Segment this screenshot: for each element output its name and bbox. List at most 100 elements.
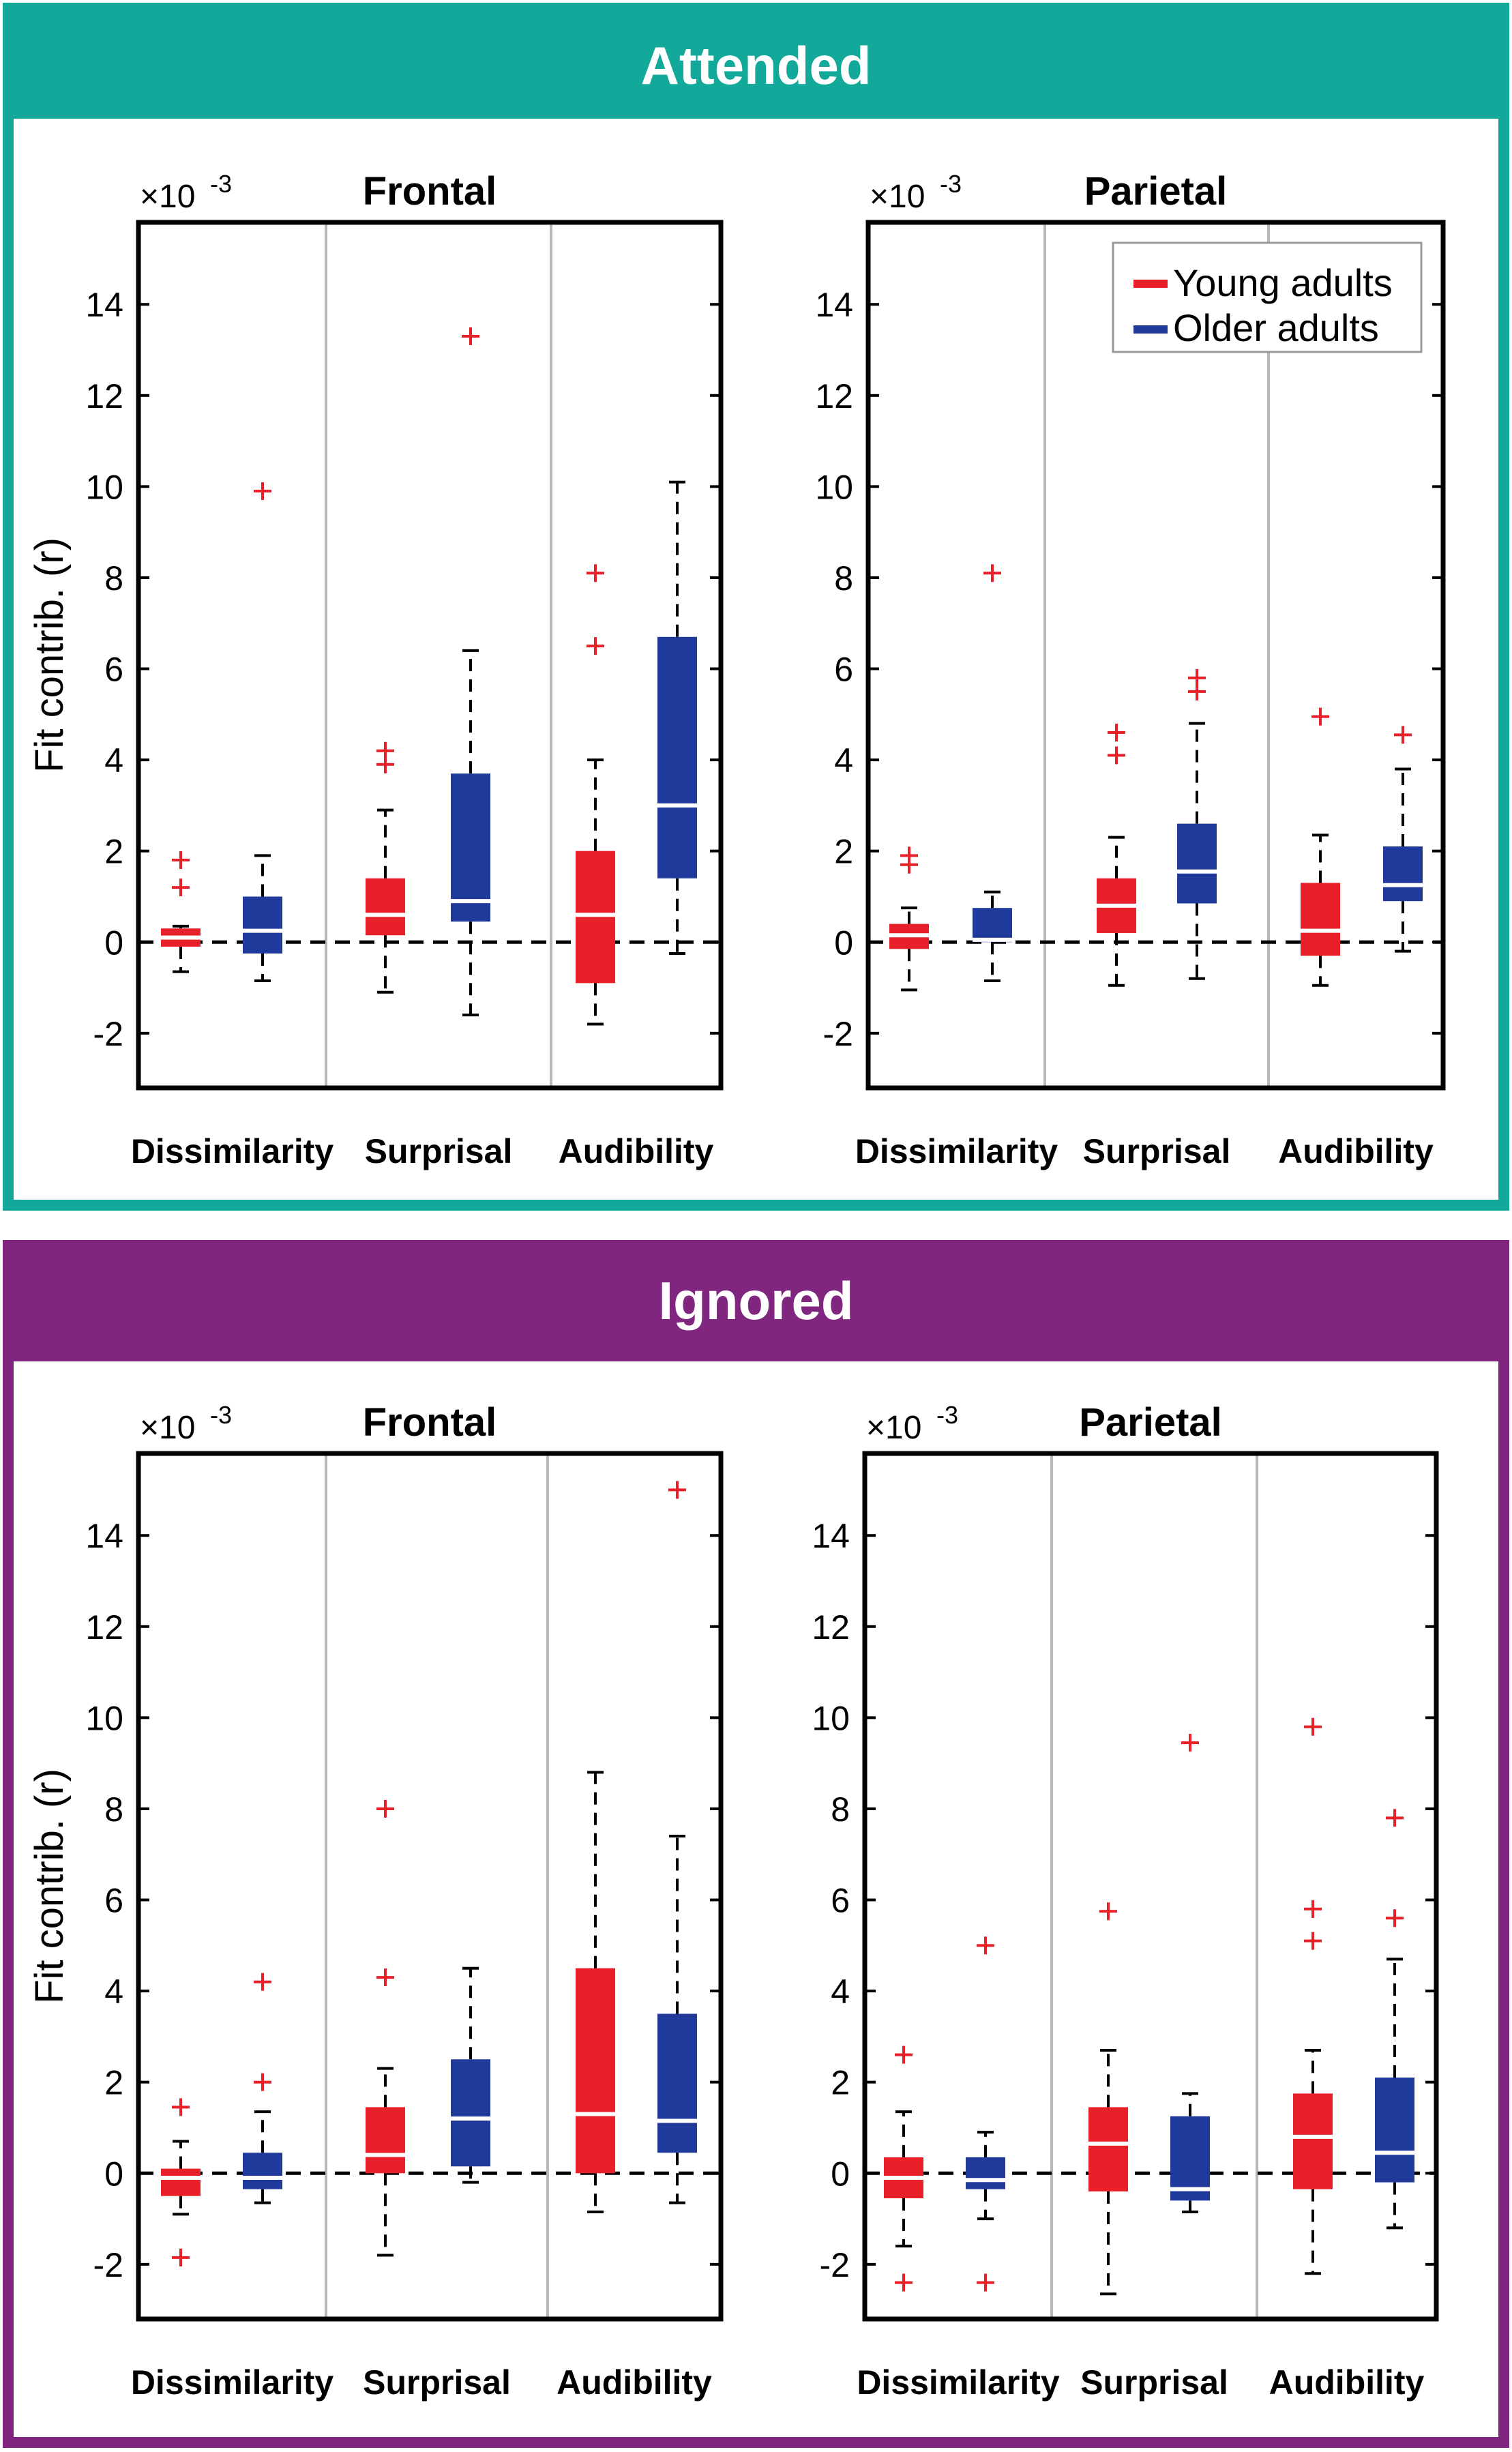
y-tick-label: 0 — [834, 924, 853, 962]
y-tick-label: 0 — [104, 924, 123, 962]
chart-ignored-parietal: -2 0 2 4 6 8 10 12 14 Parietal ×10 -3 Dissimilarity S… — [812, 1400, 1439, 2402]
chart-attended-parietal: -2 0 2 4 6 8 10 12 14 Parietal ×10 -3 Dissimilarity S… — [815, 169, 1446, 1170]
box-body — [1170, 2116, 1210, 2201]
box-older-dissimilarity — [973, 564, 1012, 983]
outlier-marker — [376, 741, 394, 760]
box-older-audibility — [1375, 1809, 1414, 2230]
y-tick-label: 2 — [104, 2064, 123, 2102]
y-axis-label: Fit contrib. (r) — [27, 537, 72, 773]
y-tick-label: 6 — [104, 651, 123, 689]
attended-panel: Attended — [3, 3, 1509, 1211]
outlier-marker — [1099, 1902, 1117, 1921]
axis-multiplier: ×10 — [866, 1410, 921, 1446]
outlier-marker — [1108, 746, 1125, 765]
category-label: Surprisal — [363, 2363, 511, 2402]
y-axis-label: Fit contrib. (r) — [27, 1769, 72, 2004]
y-tick-label: 6 — [834, 651, 853, 689]
y-tick-label: -2 — [820, 2246, 850, 2284]
box-body — [161, 2168, 201, 2196]
y-tick-label: 4 — [104, 741, 123, 780]
axis-multiplier: ×10 — [870, 179, 925, 215]
chart-attended-frontal: -2 0 2 4 6 8 10 12 14 Frontal ×10 -3 Dissimilarity Su… — [27, 169, 724, 1170]
box-body — [966, 2157, 1005, 2189]
chart-title: Parietal — [1084, 169, 1228, 213]
axis-exponent: -3 — [936, 1401, 958, 1429]
box-older-audibility — [657, 1481, 697, 2204]
box-body — [1177, 823, 1217, 904]
chart-ignored-frontal: -2 0 2 4 6 8 10 12 14 Frontal ×10 -3 Dissimilarity Su… — [27, 1400, 724, 2402]
y-tick-label: 8 — [831, 1790, 850, 1829]
category-label: Audibility — [559, 1132, 714, 1170]
y-tick-label: 8 — [104, 1790, 123, 1829]
outlier-marker — [172, 2098, 190, 2116]
category-label: Dissimilarity — [855, 1132, 1058, 1170]
box-body — [451, 773, 490, 922]
box-young-surprisal — [366, 1799, 405, 2257]
y-tick-label: 4 — [834, 741, 853, 780]
plot-area — [138, 222, 721, 1088]
outlier-marker — [172, 878, 190, 897]
outlier-marker — [983, 564, 1001, 582]
box-body — [243, 896, 282, 954]
attended-title: Attended — [640, 35, 872, 95]
outlier-marker — [1181, 1734, 1199, 1752]
box-body — [1383, 846, 1423, 902]
outlier-marker — [172, 2248, 190, 2266]
chart-title: Parietal — [1079, 1400, 1222, 1445]
box-older-surprisal — [451, 1966, 490, 2184]
category-label: Dissimilarity — [131, 2363, 334, 2402]
box-body — [451, 2059, 490, 2167]
plot-frame — [136, 220, 724, 1091]
y-tick-label: 0 — [831, 2155, 850, 2193]
axis-exponent: -3 — [940, 170, 962, 198]
chart-title: Frontal — [363, 1400, 497, 1445]
box-older-audibility — [657, 480, 697, 955]
axis-multiplier: ×10 — [140, 179, 195, 215]
box-body — [576, 1968, 615, 2174]
box-older-surprisal — [1170, 1734, 1210, 2214]
category-label: Audibility — [557, 2363, 712, 2402]
outlier-marker — [1386, 1809, 1404, 1827]
box-older-surprisal — [1177, 668, 1217, 980]
outlier-marker — [977, 1936, 994, 1955]
outlier-marker — [977, 2273, 994, 2292]
y-tick-label: -2 — [93, 1015, 123, 1053]
ignored-title: Ignored — [658, 1271, 854, 1331]
y-tick-label: 14 — [85, 286, 123, 324]
outlier-marker — [1304, 1932, 1322, 1950]
outlier-marker — [462, 327, 479, 345]
attended-header: Attended — [3, 3, 1509, 119]
plot-frame — [136, 1451, 724, 2322]
box-body — [657, 2013, 697, 2153]
box-young-dissimilarity — [889, 846, 929, 992]
y-tick-label: 2 — [831, 2064, 850, 2102]
category-label: Audibility — [1278, 1132, 1434, 1170]
box-young-surprisal — [1097, 724, 1136, 987]
y-tick-label: 14 — [815, 286, 853, 324]
category-label: Surprisal — [1080, 2363, 1228, 2402]
box-older-dissimilarity — [243, 482, 282, 983]
y-tick-label: 14 — [812, 1517, 850, 1555]
y-tick-label: -2 — [823, 1015, 853, 1053]
outlier-marker — [1311, 707, 1329, 726]
legend-label-young: Young adults — [1173, 261, 1393, 304]
y-tick-label: -2 — [93, 2246, 123, 2284]
axis-multiplier: ×10 — [140, 1410, 195, 1446]
outlier-marker — [587, 637, 604, 655]
box-young-audibility — [1293, 1717, 1333, 2275]
outlier-marker — [172, 851, 190, 870]
box-body — [1293, 2093, 1333, 2189]
box-body — [973, 908, 1012, 943]
box-body — [1301, 883, 1340, 956]
outlier-marker — [668, 1481, 686, 1499]
outlier-marker — [895, 2273, 913, 2292]
y-tick-label: 0 — [104, 2155, 123, 2193]
y-tick-label: 12 — [812, 1608, 850, 1646]
box-body — [366, 2107, 405, 2174]
plot-frame — [862, 1451, 1439, 2322]
y-tick-label: 4 — [831, 1973, 850, 2011]
y-tick-label: 8 — [834, 559, 853, 597]
box-young-audibility — [576, 564, 615, 1026]
category-label: Audibility — [1269, 2363, 1425, 2402]
